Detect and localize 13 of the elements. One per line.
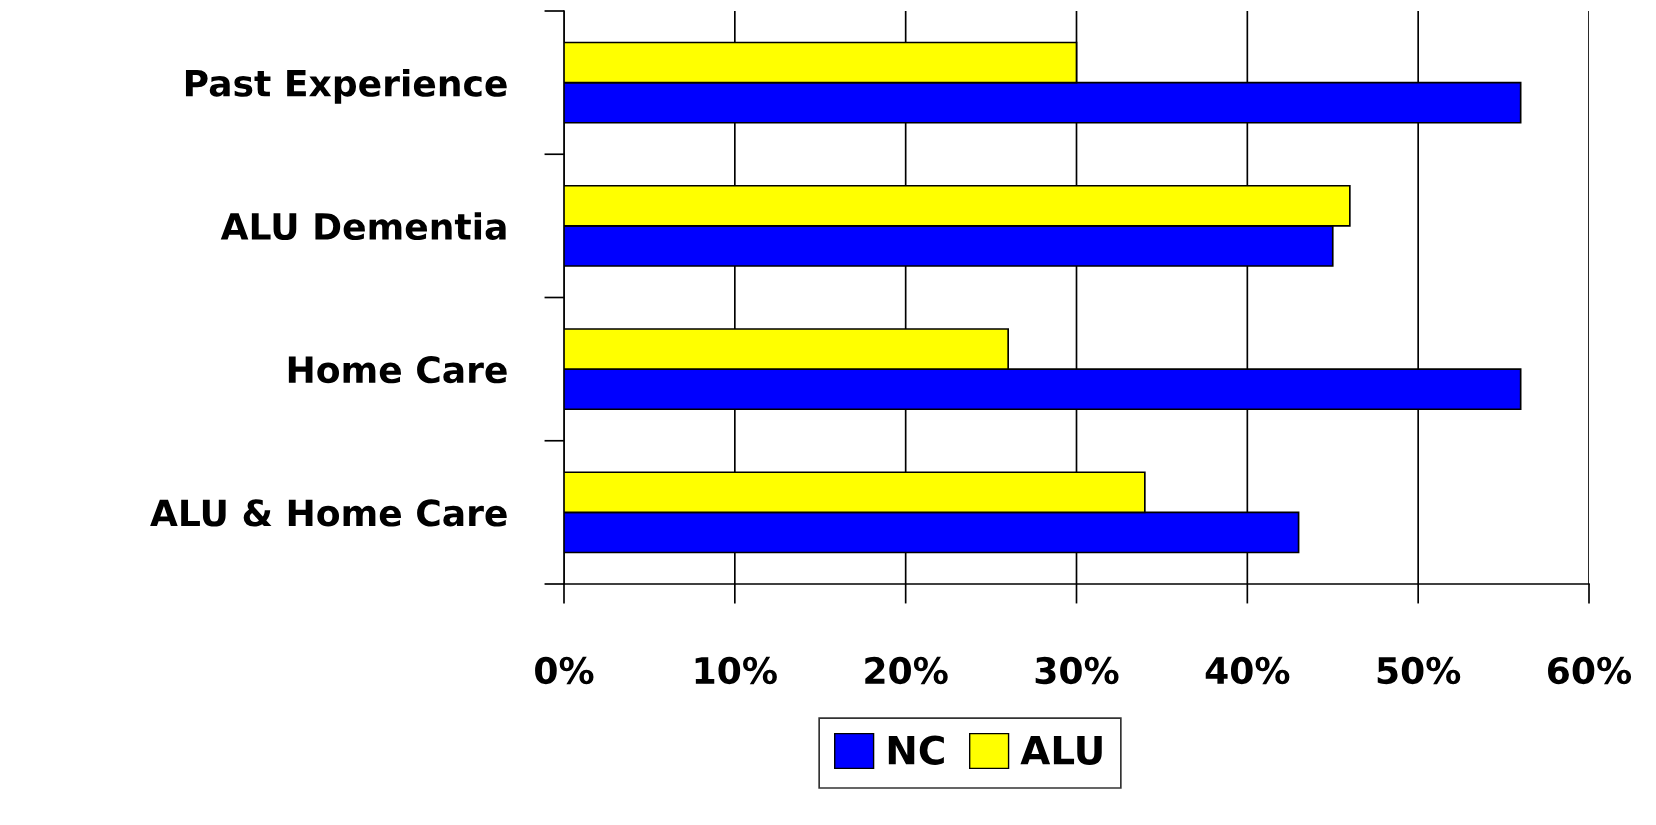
x-tick-label: 0%	[535, 656, 594, 685]
x-tick-label: 50%	[1377, 656, 1461, 685]
legend-label: ALU	[1020, 735, 1102, 765]
x-tick-label: 10%	[695, 656, 777, 685]
x-tick-label: 60%	[1548, 656, 1632, 685]
x-tick-label: 40%	[1205, 656, 1290, 685]
y-tick-label: ALU Dementia	[220, 212, 506, 241]
x-tick-label: 30%	[1035, 656, 1119, 685]
x-tick-label: 20%	[865, 656, 948, 685]
y-tick-label: Home Care	[288, 356, 507, 384]
legend-label: NC	[888, 735, 944, 765]
y-tick-label: Past Experience	[185, 68, 507, 104]
y-tick-label: ALU & Home Care	[150, 499, 507, 527]
